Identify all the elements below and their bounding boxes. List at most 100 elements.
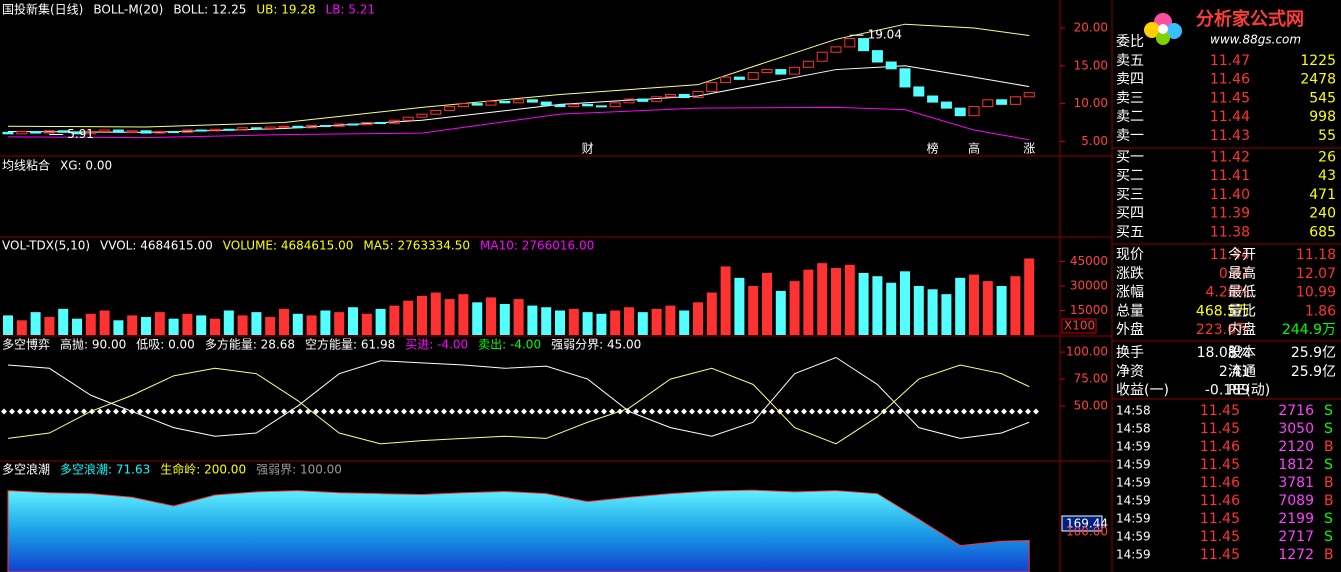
threshold-diamond bbox=[401, 408, 407, 415]
trade-side: S bbox=[1324, 403, 1333, 419]
threshold-diamond bbox=[665, 408, 671, 415]
trade-volume: 1272 bbox=[1278, 547, 1314, 563]
volume-bar bbox=[637, 312, 648, 335]
candle bbox=[209, 128, 221, 132]
volume-bar bbox=[58, 308, 69, 335]
threshold-diamond bbox=[809, 408, 815, 415]
info-label: 内盘 bbox=[1228, 321, 1256, 338]
threshold-diamond bbox=[873, 408, 879, 415]
candle bbox=[306, 125, 318, 129]
volume-bar bbox=[320, 310, 331, 335]
info-value: 25.9亿 bbox=[1291, 345, 1336, 361]
threshold-diamond bbox=[73, 408, 79, 415]
tag-box bbox=[1061, 515, 1103, 532]
candle bbox=[375, 121, 387, 124]
candle bbox=[982, 99, 994, 108]
trade-price: 11.45 bbox=[1200, 421, 1240, 437]
info-label: 最高 bbox=[1228, 265, 1256, 282]
candle bbox=[71, 131, 83, 135]
info-label: 流通 bbox=[1228, 364, 1256, 380]
volume-bar bbox=[389, 305, 400, 335]
volume-bar bbox=[417, 295, 427, 335]
book-title: 委比 bbox=[1116, 34, 1144, 50]
trade-price: 11.46 bbox=[1200, 475, 1240, 491]
threshold-diamond bbox=[793, 408, 799, 415]
volume-bar bbox=[831, 268, 841, 335]
volume-bar bbox=[872, 276, 883, 335]
trade-price: 11.45 bbox=[1200, 511, 1240, 527]
wave-area bbox=[7, 489, 1030, 572]
volume-bar bbox=[251, 312, 262, 335]
threshold-diamond bbox=[209, 408, 215, 415]
threshold-diamond bbox=[761, 408, 767, 415]
candle bbox=[444, 106, 456, 111]
threshold-diamond bbox=[217, 408, 223, 415]
book-volume: 545 bbox=[1309, 90, 1336, 106]
info-label: 涨跌 bbox=[1116, 266, 1144, 282]
threshold-diamond bbox=[465, 408, 471, 415]
book-price: 11.46 bbox=[1210, 72, 1250, 88]
info-label: 涨幅 bbox=[1116, 285, 1144, 301]
threshold-diamond bbox=[289, 408, 295, 415]
y-tick-label: 10.00 bbox=[1074, 96, 1108, 110]
threshold-diamond bbox=[977, 408, 983, 415]
book-price: 11.44 bbox=[1210, 109, 1250, 125]
trade-side: S bbox=[1324, 529, 1333, 545]
threshold-diamond bbox=[777, 408, 783, 415]
volume-bar bbox=[734, 277, 745, 335]
volume-bar bbox=[803, 269, 814, 335]
volume-bar bbox=[44, 317, 55, 335]
candle bbox=[775, 69, 787, 75]
info-value: 4.28% bbox=[1206, 285, 1250, 301]
book-price: 11.39 bbox=[1210, 206, 1250, 222]
candle bbox=[154, 131, 166, 134]
threshold-diamond bbox=[161, 408, 167, 415]
candle bbox=[1023, 92, 1035, 98]
candle bbox=[416, 113, 428, 118]
book-volume: 1225 bbox=[1300, 53, 1336, 69]
trade-time: 14:58 bbox=[1116, 404, 1151, 418]
candle bbox=[181, 129, 193, 133]
volume-bar bbox=[348, 307, 358, 335]
candle bbox=[789, 66, 801, 75]
threshold-diamond bbox=[913, 408, 919, 415]
candle bbox=[347, 123, 359, 126]
candle bbox=[720, 76, 732, 83]
volume-bar bbox=[527, 305, 538, 335]
event-label: 财 bbox=[582, 142, 594, 156]
candle bbox=[940, 101, 952, 109]
candle bbox=[513, 99, 525, 104]
threshold-diamond bbox=[329, 408, 335, 415]
volume-bar bbox=[375, 308, 386, 335]
info-label: 股本 bbox=[1228, 345, 1256, 361]
threshold-diamond bbox=[577, 408, 583, 415]
panel-header: 多空浪潮: 71.63 bbox=[60, 462, 150, 477]
volume-bar bbox=[665, 305, 676, 335]
volume-bar bbox=[900, 271, 910, 335]
volume-bar bbox=[941, 294, 952, 335]
trade-volume: 2199 bbox=[1278, 511, 1314, 527]
threshold-diamond bbox=[1001, 408, 1007, 415]
threshold-diamond bbox=[441, 408, 447, 415]
volume-bar bbox=[99, 310, 110, 335]
book-label: 卖五 bbox=[1116, 53, 1144, 69]
threshold-diamond bbox=[241, 408, 247, 415]
candle bbox=[899, 68, 911, 88]
threshold-diamond bbox=[929, 408, 935, 415]
trade-time: 14:59 bbox=[1116, 494, 1151, 508]
volume-bar bbox=[762, 272, 772, 335]
volume-bar bbox=[982, 281, 993, 335]
book-volume: 685 bbox=[1309, 224, 1336, 240]
candle bbox=[112, 129, 124, 133]
volume-bar bbox=[555, 310, 565, 335]
volume-bar bbox=[182, 313, 193, 335]
candle bbox=[1009, 96, 1021, 105]
trade-price: 11.46 bbox=[1200, 493, 1240, 509]
volume-bar bbox=[223, 310, 234, 335]
panel-header: VVOL: 4684615.00 bbox=[100, 239, 213, 253]
threshold-diamond bbox=[1033, 408, 1039, 415]
volume-bar bbox=[844, 264, 855, 335]
threshold-diamond bbox=[81, 408, 87, 415]
